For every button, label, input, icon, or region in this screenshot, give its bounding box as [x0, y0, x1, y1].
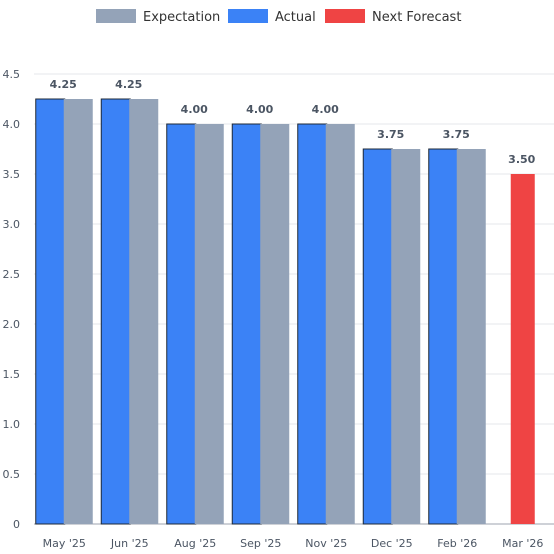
bar-expectation[interactable]	[260, 124, 290, 524]
bar-actual[interactable]	[362, 148, 393, 525]
legend-label-expectation[interactable]: Expectation	[143, 10, 220, 25]
legend-swatch-next-forecast[interactable]	[325, 9, 365, 23]
x-tick-label: Feb '26	[437, 537, 477, 550]
bar-actual[interactable]	[100, 98, 131, 525]
bar-expectation[interactable]	[325, 124, 355, 524]
y-tick-label: 0	[13, 518, 20, 531]
y-tick-label: 0.5	[3, 468, 21, 481]
y-tick-label: 4.5	[3, 68, 21, 81]
x-tick-label: Sep '25	[240, 537, 281, 550]
bar-expectation[interactable]	[194, 124, 224, 524]
x-tick-label: Jun '25	[110, 537, 149, 550]
bar-expectation[interactable]	[129, 99, 159, 524]
bar-actual[interactable]	[35, 98, 66, 525]
y-tick-label: 4.0	[3, 118, 21, 131]
data-label: 3.50	[508, 153, 535, 166]
bar-expectation[interactable]	[456, 149, 486, 524]
data-label: 4.00	[181, 103, 208, 116]
x-tick-label: Aug '25	[174, 537, 216, 550]
bar-actual[interactable]	[166, 123, 197, 525]
y-tick-label: 3.0	[3, 218, 21, 231]
x-tick-label: Nov '25	[305, 537, 347, 550]
bar-expectation[interactable]	[391, 149, 421, 524]
y-tick-label: 3.5	[3, 168, 21, 181]
data-label: 4.25	[50, 78, 77, 91]
chart-legend: Expectation Actual Next Forecast	[96, 9, 461, 25]
data-label: 3.75	[377, 128, 404, 141]
data-label: 4.00	[312, 103, 339, 116]
data-label: 4.25	[115, 78, 142, 91]
x-tick-label: Dec '25	[371, 537, 413, 550]
data-label: 4.00	[246, 103, 273, 116]
data-label: 3.75	[443, 128, 470, 141]
legend-swatch-expectation[interactable]	[96, 9, 136, 23]
bar-actual[interactable]	[231, 123, 262, 525]
x-tick-label: May '25	[43, 537, 86, 550]
legend-label-next-forecast[interactable]: Next Forecast	[372, 10, 461, 25]
legend-swatch-actual[interactable]	[228, 9, 268, 23]
bar-actual[interactable]	[297, 123, 328, 525]
x-axis: May '25 Jun '25 Aug '25 Sep '25 Nov '25 Dec '…	[43, 537, 544, 550]
y-tick-label: 1.0	[3, 418, 21, 431]
bar-expectation[interactable]	[63, 99, 93, 524]
y-tick-label: 2.5	[3, 268, 21, 281]
y-tick-label: 1.5	[3, 368, 21, 381]
y-axis: 0 0.5 1.0 1.5 2.0 2.5 3.0 3.5 4.0 4.5	[3, 68, 21, 531]
bar-actual[interactable]	[428, 148, 459, 525]
legend-label-actual[interactable]: Actual	[275, 10, 316, 25]
bar-next-forecast[interactable]	[510, 174, 535, 524]
chart-bars	[35, 98, 535, 525]
y-tick-label: 2.0	[3, 318, 21, 331]
x-tick-label: Mar '26	[502, 537, 543, 550]
data-labels: 4.25 4.25 4.00 4.00 4.00 3.75 3.75 3.50	[50, 78, 536, 166]
